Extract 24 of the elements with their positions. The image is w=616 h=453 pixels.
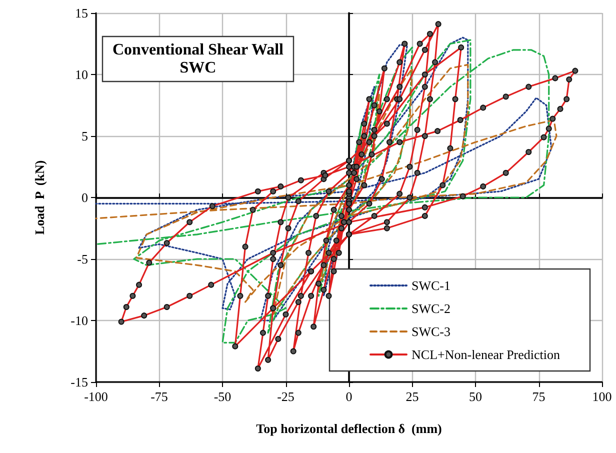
text: SWC: [180, 60, 216, 76]
x-tick-label: -100: [84, 389, 108, 404]
x-tick-label: 75: [532, 389, 546, 404]
x-tick-label: -50: [214, 389, 232, 404]
legend-label: SWC-1: [412, 278, 451, 293]
y-tick-label: 0: [82, 190, 88, 205]
y-tick-label: -10: [70, 313, 88, 328]
x-tick-label: 0: [346, 389, 352, 404]
y-tick-label: 15: [75, 6, 88, 20]
x-tick-label: 50: [469, 389, 482, 404]
x-tick-label: -75: [150, 389, 168, 404]
legend-label: SWC-3: [412, 324, 451, 339]
legend-label: SWC-2: [412, 301, 451, 316]
text: Conventional Shear Wall: [112, 42, 284, 58]
y-axis-title: Load P (kN): [32, 160, 47, 235]
x-tick-label: 25: [406, 389, 419, 404]
y-tick-label: 5: [82, 128, 88, 144]
y-tick-label: -15: [70, 374, 88, 390]
legend-label: NCL+Non-lenear Prediction: [412, 347, 560, 362]
y-tick-label: 10: [75, 67, 88, 82]
x-tick-label: -25: [277, 389, 294, 404]
y-tick-label: -5: [77, 252, 88, 266]
x-tick-label: 100: [592, 389, 612, 404]
x-axis-title: Top horizontal deflection δ (mm): [256, 421, 442, 436]
